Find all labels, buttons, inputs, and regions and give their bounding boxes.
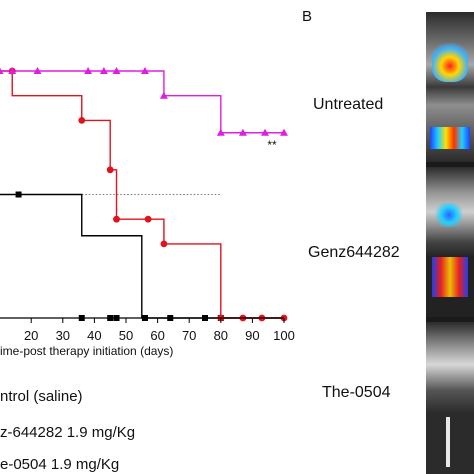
series-line-2 bbox=[0, 70, 284, 134]
series-2-point-1 bbox=[8, 67, 17, 74]
plot-lines bbox=[0, 70, 284, 319]
series-2-point-10 bbox=[261, 128, 270, 136]
series-line-0 bbox=[0, 193, 284, 319]
series-0-point-0 bbox=[15, 191, 22, 198]
series-2-point-2 bbox=[33, 67, 42, 74]
series-2-point-6 bbox=[140, 67, 149, 74]
series-2-point-0 bbox=[0, 67, 4, 74]
legend-label-the0504: e-0504 1.9 mg/Kg bbox=[0, 456, 120, 473]
significance-marker: ** bbox=[267, 138, 277, 152]
x-tick-label-1: 30 bbox=[56, 328, 70, 343]
series-2-point-4 bbox=[99, 67, 108, 74]
series-2-point-9 bbox=[238, 128, 247, 136]
x-ticks: 20 30 40 50 60 70 80 90 100 bbox=[24, 318, 295, 343]
imaging-the0504 bbox=[426, 322, 474, 474]
series-2-point-8 bbox=[216, 128, 225, 136]
series-2-point-3 bbox=[84, 67, 93, 74]
x-tick-label-2: 40 bbox=[87, 328, 101, 343]
legend-label-genz: z-644282 1.9 mg/Kg bbox=[0, 424, 136, 441]
series-1-point-6 bbox=[160, 240, 168, 248]
series-1-point-3 bbox=[106, 166, 114, 174]
series-1-point-5 bbox=[144, 215, 152, 223]
x-tick-label-5: 70 bbox=[182, 328, 196, 343]
x-tick-label-4: 60 bbox=[150, 328, 164, 343]
group-label-untreated: Untreated bbox=[313, 96, 384, 113]
series-2-point-7 bbox=[159, 91, 168, 99]
x-tick-label-8: 100 bbox=[273, 328, 295, 343]
series-2-point-11 bbox=[280, 128, 288, 136]
x-axis-label: ime-post therapy initiation (days) bbox=[0, 344, 174, 358]
series-2-point-5 bbox=[112, 67, 121, 74]
x-tick-label-3: 50 bbox=[119, 328, 133, 343]
x-tick-label-7: 90 bbox=[245, 328, 259, 343]
imaging-untreated bbox=[426, 12, 474, 162]
series-1-point-4 bbox=[113, 215, 120, 223]
x-tick-label-0: 20 bbox=[24, 328, 38, 343]
imaging-strip bbox=[426, 12, 474, 474]
x-tick-label-6: 80 bbox=[214, 328, 228, 343]
group-label-genz: Genz644282 bbox=[308, 244, 400, 261]
group-label-the0504: The-0504 bbox=[322, 384, 391, 401]
panel-b-letter: B bbox=[302, 8, 313, 25]
legend-label-control: ntrol (saline) bbox=[0, 388, 83, 405]
imaging-genz bbox=[426, 167, 474, 317]
series-1-point-2 bbox=[78, 117, 86, 124]
